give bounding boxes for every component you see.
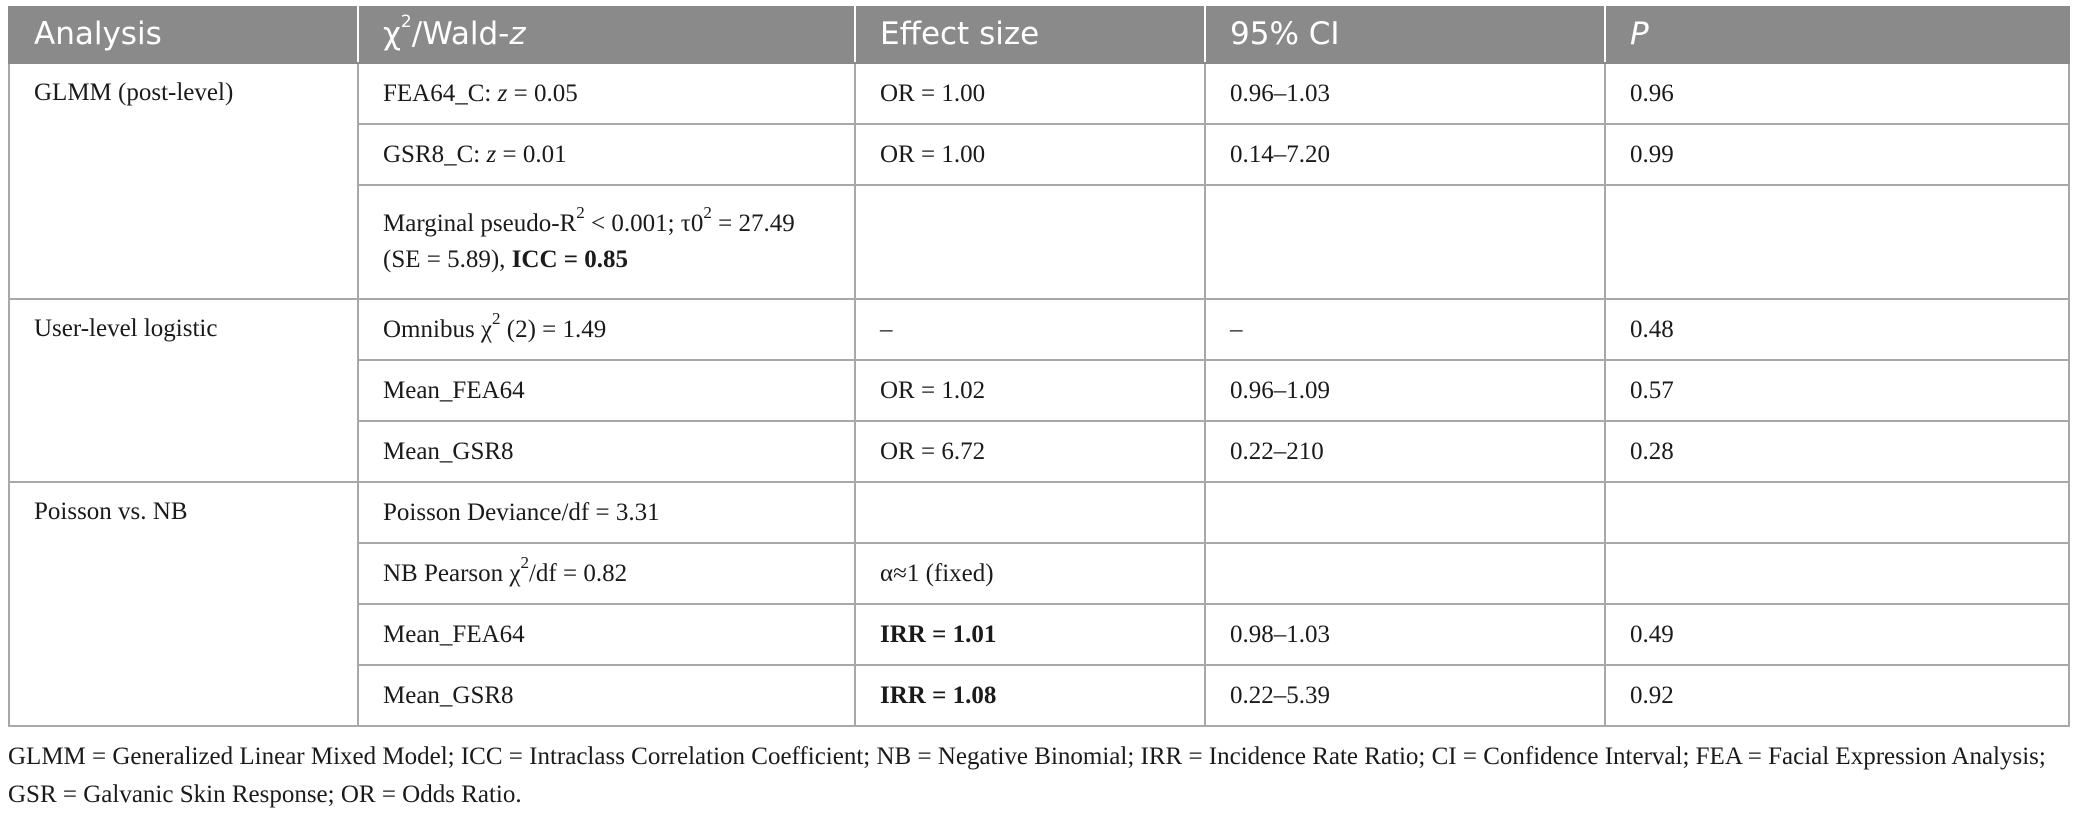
- cell-effect: IRR = 1.01: [854, 603, 1206, 666]
- cell-p: [1604, 184, 2070, 300]
- cell-p: 0.96: [1604, 62, 2070, 125]
- cell-statistic: GSR8_C: z = 0.01: [357, 123, 856, 186]
- header-analysis: Analysis: [8, 6, 358, 64]
- cell-ci: 0.22–210: [1204, 420, 1606, 483]
- results-table: Analysis χ2/Wald-z Effect size 95% CI P …: [8, 6, 2070, 727]
- cell-ci: 0.96–1.09: [1204, 359, 1606, 422]
- table-row: GLMM (post-level) FEA64_C: z = 0.05 OR =…: [8, 62, 2070, 300]
- cell-ci: 0.96–1.03: [1204, 62, 1606, 125]
- cell-ci: 0.22–5.39: [1204, 664, 1606, 727]
- header-effect-size: Effect size: [854, 6, 1205, 64]
- table-row: GSR8_C: z = 0.01 OR = 1.00 0.14–7.20 0.9…: [9, 123, 2070, 186]
- table-row: User-level logistic Omnibus χ2 (2) = 1.4…: [8, 298, 2070, 483]
- cell-statistic: NB Pearson χ2/df = 0.82: [357, 542, 856, 605]
- cell-ci: [1204, 481, 1606, 544]
- table-row: Mean_FEA64 OR = 1.02 0.96–1.09 0.57: [9, 359, 2070, 422]
- group-user-level: User-level logistic: [8, 298, 359, 483]
- cell-ci: [1204, 542, 1606, 605]
- cell-statistic: Omnibus χ2 (2) = 1.49: [357, 298, 856, 361]
- group-glmm: GLMM (post-level): [8, 62, 359, 300]
- cell-p: 0.92: [1604, 664, 2070, 727]
- cell-p: 0.99: [1604, 123, 2070, 186]
- cell-p: 0.28: [1604, 420, 2070, 483]
- table-header-row: Analysis χ2/Wald-z Effect size 95% CI P: [8, 6, 2070, 64]
- cell-ci: –: [1204, 298, 1606, 361]
- cell-effect: IRR = 1.08: [854, 664, 1206, 727]
- table-row: NB Pearson χ2/df = 0.82 α≈1 (fixed): [9, 542, 2070, 605]
- cell-ci: [1204, 184, 1606, 300]
- cell-statistic: FEA64_C: z = 0.05: [357, 62, 856, 125]
- cell-effect: OR = 1.00: [854, 123, 1206, 186]
- cell-p: 0.57: [1604, 359, 2070, 422]
- table-row: Mean_FEA64 IRR = 1.01 0.98–1.03 0.49: [9, 603, 2070, 666]
- table-row: Mean_GSR8 IRR = 1.08 0.22–5.39 0.92: [9, 664, 2070, 727]
- cell-statistic: Marginal pseudo-R2 < 0.001; τ02 = 27.49(…: [357, 184, 856, 300]
- cell-p: [1604, 481, 2070, 544]
- results-table-container: Analysis χ2/Wald-z Effect size 95% CI P …: [8, 6, 2070, 727]
- cell-effect: [854, 184, 1206, 300]
- cell-statistic: Mean_GSR8: [357, 420, 856, 483]
- header-statistic: χ2/Wald-z: [357, 6, 855, 64]
- cell-statistic: Mean_FEA64: [357, 359, 856, 422]
- header-ci: 95% CI: [1204, 6, 1605, 64]
- cell-statistic: Mean_FEA64: [357, 603, 856, 666]
- cell-p: 0.49: [1604, 603, 2070, 666]
- cell-effect: OR = 1.02: [854, 359, 1206, 422]
- cell-effect: α≈1 (fixed): [854, 542, 1206, 605]
- cell-effect: OR = 1.00: [854, 62, 1206, 125]
- table-footnote: GLMM = Generalized Linear Mixed Model; I…: [8, 743, 2046, 808]
- cell-statistic: Poisson Deviance/df = 3.31: [357, 481, 856, 544]
- cell-effect: OR = 6.72: [854, 420, 1206, 483]
- cell-statistic: Mean_GSR8: [357, 664, 856, 727]
- cell-p: 0.48: [1604, 298, 2070, 361]
- cell-effect: –: [854, 298, 1206, 361]
- table-row: Poisson vs. NB Poisson Deviance/df = 3.3…: [8, 481, 2070, 727]
- header-p: P: [1604, 6, 2070, 64]
- cell-effect: [854, 481, 1206, 544]
- cell-ci: 0.14–7.20: [1204, 123, 1606, 186]
- cell-ci: 0.98–1.03: [1204, 603, 1606, 666]
- table-row: Marginal pseudo-R2 < 0.001; τ02 = 27.49(…: [9, 184, 2070, 300]
- cell-p: [1604, 542, 2070, 605]
- table-row: Mean_GSR8 OR = 6.72 0.22–210 0.28: [9, 420, 2070, 483]
- group-poisson: Poisson vs. NB: [8, 481, 359, 727]
